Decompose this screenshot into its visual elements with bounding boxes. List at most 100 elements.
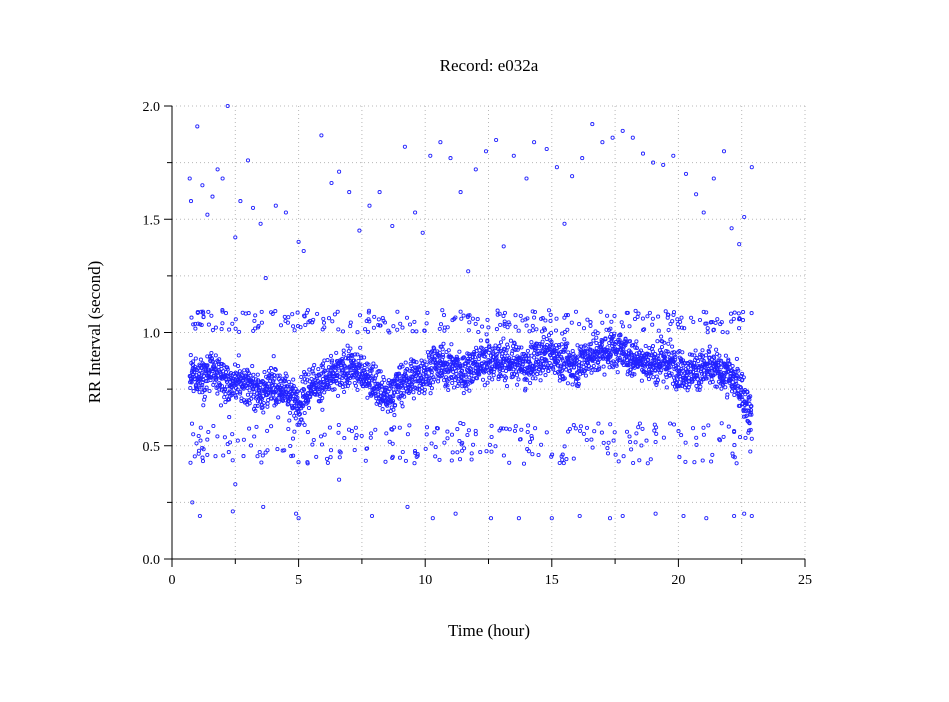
data-point [488,516,494,521]
data-point [683,459,688,464]
data-point [507,356,512,361]
data-point [680,350,685,355]
data-point [504,384,510,389]
data-point [302,387,307,392]
data-point [461,313,466,318]
data-point [220,308,225,313]
data-point [749,311,754,316]
data-point [640,426,645,431]
data-point [620,128,625,133]
data-point [717,437,722,442]
data-point [247,426,252,431]
data-point [650,316,655,321]
data-point [319,133,324,138]
data-point [690,426,696,431]
data-point [405,432,410,437]
data-point [215,434,220,439]
data-point [321,320,327,325]
data-point [390,441,395,446]
data-point [472,355,478,360]
data-point [621,454,626,459]
data-point [532,309,538,315]
data-point [610,341,615,346]
data-point [680,368,685,373]
data-point [251,328,256,333]
data-point [544,146,549,152]
data-point [490,346,495,351]
data-point [562,315,567,320]
data-point [222,395,227,400]
data-point [384,431,389,436]
data-point [661,162,666,167]
data-point [607,348,612,353]
data-point [441,341,446,346]
data-point [727,361,732,366]
data-point [684,373,689,378]
x-tick-label: 25 [798,573,812,588]
data-point [392,413,397,418]
data-point [723,353,728,358]
data-point [343,384,348,389]
data-point [532,315,537,320]
data-point [400,325,405,330]
data-point [612,313,617,318]
data-point [352,448,357,453]
data-point [676,429,681,434]
data-point [366,308,372,313]
data-point [250,364,255,369]
data-point [530,376,535,381]
data-point [527,329,532,334]
data-point [534,346,539,351]
data-point [704,310,709,315]
data-point [678,371,683,376]
data-point [478,450,483,455]
data-point [362,355,367,360]
data-point [629,447,634,452]
data-point [424,425,430,430]
data-point [576,384,581,389]
data-point [585,352,590,357]
data-point [609,337,614,342]
data-point [213,353,218,358]
data-point [636,311,641,316]
data-point [199,385,204,390]
data-point [224,373,229,378]
data-point [557,460,562,466]
data-point [645,314,650,319]
data-point [292,403,297,409]
data-point [424,321,429,326]
data-point [487,343,492,348]
data-point [384,392,390,397]
data-point [238,389,243,394]
data-point [671,153,676,158]
data-point [387,387,392,392]
data-point [636,425,641,430]
data-point [255,399,261,404]
data-point [749,513,754,519]
data-point [489,449,494,454]
data-point [398,321,403,326]
data-point [308,386,313,391]
data-point [474,345,479,350]
data-point [424,432,429,437]
data-point [495,312,500,317]
data-point [737,242,742,247]
data-point [230,509,235,514]
data-point [567,426,572,432]
data-point [616,459,621,464]
data-point [519,345,524,350]
data-point [666,351,671,357]
data-point [563,344,569,350]
data-point [402,381,407,386]
data-point [456,381,461,386]
data-point [206,375,211,380]
data-point [544,358,549,363]
data-point [507,460,512,465]
data-point [479,363,484,369]
data-point [721,149,727,154]
data-point [507,322,512,327]
data-point [367,203,372,208]
data-point [654,382,659,387]
y-tick-label: 1.0 [143,327,161,342]
data-point [489,434,494,440]
